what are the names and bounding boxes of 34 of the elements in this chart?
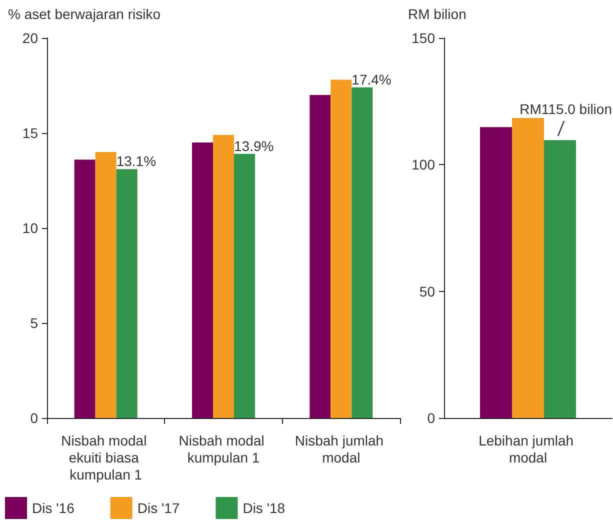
bar [116, 169, 138, 418]
legend-label: Dis '17 [137, 500, 180, 516]
bar [234, 154, 255, 418]
y-axis-title: % aset berwajaran risiko [8, 6, 161, 22]
bar [310, 95, 331, 418]
bar [330, 80, 352, 418]
legend-label: Dis '18 [242, 500, 286, 516]
data-label: 13.1% [116, 153, 156, 170]
x-tick-label: Nisbah modal kumpulan 1 [178, 432, 268, 466]
data-label: 17.4% [352, 71, 392, 88]
bar [95, 152, 116, 418]
y-tick-label: 20 [22, 30, 38, 46]
x-tick-label: Lebihan jumlah modal [478, 432, 578, 466]
y-tick-label: 5 [30, 315, 38, 331]
bar [480, 127, 512, 418]
y-tick-label: 100 [412, 156, 436, 173]
y-tick-label: 0 [427, 410, 436, 426]
y-axis-title: RM bilion [408, 6, 466, 22]
y-tick-label: 15 [22, 125, 38, 141]
bar [544, 140, 576, 418]
bar [352, 87, 373, 418]
bar [213, 134, 234, 418]
bar [512, 118, 544, 418]
y-tick-label: 50 [419, 283, 436, 300]
annotation: RM115.0 bilion [520, 101, 612, 118]
legend-label: Dis '16 [32, 500, 75, 516]
y-tick-label: 0 [30, 410, 38, 426]
bar [192, 142, 213, 418]
x-tick-label: Nisbah jumlah modal [294, 432, 388, 466]
y-tick-label: 10 [22, 220, 38, 236]
y-tick-label: 150 [412, 30, 436, 46]
bar [74, 160, 96, 418]
x-tick-label: Nisbah modal ekuiti biasa kumpulan 1 [61, 432, 151, 482]
data-label: 13.9% [234, 138, 274, 154]
